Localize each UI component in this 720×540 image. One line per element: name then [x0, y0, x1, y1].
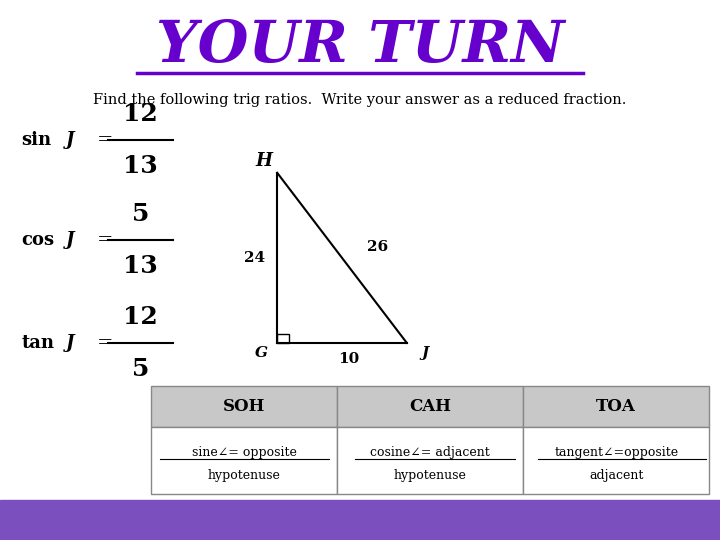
Bar	[151, 427, 337, 494]
Text: sine∠= opposite: sine∠= opposite	[192, 446, 297, 459]
Text: adjacent: adjacent	[589, 469, 644, 482]
Text: =: =	[97, 231, 114, 249]
Bar	[523, 427, 709, 494]
Text: J: J	[66, 334, 75, 352]
Text: cos: cos	[22, 231, 55, 249]
Text: 12: 12	[123, 103, 158, 126]
Text: YOUR TURN: YOUR TURN	[156, 18, 564, 74]
Text: J: J	[66, 131, 75, 150]
Bar	[151, 386, 337, 427]
Text: =: =	[97, 334, 114, 352]
Text: 5: 5	[132, 357, 149, 381]
Text: 10: 10	[338, 352, 360, 366]
Text: sin: sin	[22, 131, 52, 150]
Text: 26: 26	[367, 240, 389, 254]
Text: J: J	[421, 346, 428, 360]
Text: 13: 13	[123, 254, 158, 278]
Text: 5: 5	[132, 202, 149, 226]
Text: hypotenuse: hypotenuse	[394, 469, 467, 482]
Bar	[337, 427, 523, 494]
Text: CAH: CAH	[409, 398, 451, 415]
Text: 24: 24	[243, 251, 265, 265]
Text: TOA: TOA	[596, 398, 636, 415]
Text: tangent∠=opposite: tangent∠=opposite	[554, 446, 678, 459]
Bar	[277, 334, 289, 343]
Text: SOH: SOH	[223, 398, 266, 415]
Bar	[337, 386, 523, 427]
Text: 13: 13	[123, 154, 158, 178]
Text: tan: tan	[22, 334, 55, 352]
Text: Find the following trig ratios.  Write your answer as a reduced fraction.: Find the following trig ratios. Write yo…	[94, 93, 626, 107]
Text: 12: 12	[123, 305, 158, 329]
Text: cosine∠= adjacent: cosine∠= adjacent	[370, 446, 490, 459]
Text: hypotenuse: hypotenuse	[208, 469, 281, 482]
Text: G: G	[255, 346, 268, 360]
Bar	[523, 386, 709, 427]
Bar	[0, 500, 720, 540]
Text: H: H	[256, 152, 273, 170]
Text: J: J	[66, 231, 75, 249]
Text: =: =	[97, 131, 114, 150]
